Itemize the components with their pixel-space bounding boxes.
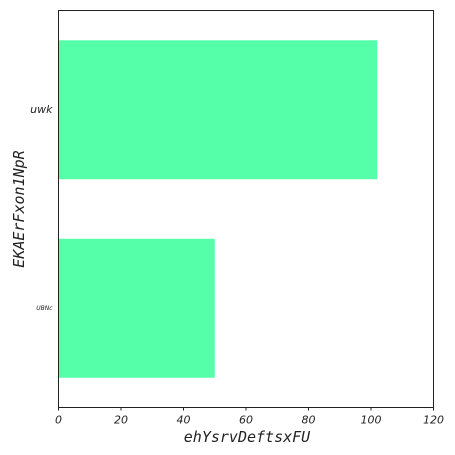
- y-axis-category-labels: uwk UBNc: [30, 103, 53, 312]
- x-tick-label-40: 40: [177, 414, 191, 427]
- x-tick-label-120: 120: [423, 414, 444, 427]
- x-tick-label-20: 20: [114, 414, 128, 427]
- x-tick-label-80: 80: [302, 414, 316, 427]
- x-tick-label-100: 100: [361, 414, 382, 427]
- y-tick-label-UBNc: UBNc: [36, 305, 53, 312]
- y-axis-title: EKAErFxon1NpR: [10, 150, 28, 267]
- x-tick-label-60: 60: [239, 414, 253, 427]
- bar-UBNc: [58, 238, 215, 378]
- bar-uwk: [58, 40, 378, 180]
- x-axis-title: ehYsrvDeftsxFU: [184, 428, 311, 446]
- y-tick-label-uwk: uwk: [30, 103, 53, 116]
- x-axis-ticks: 0 20 40 60 80 100 120: [55, 407, 444, 427]
- bars-group: [58, 40, 378, 378]
- x-tick-label-0: 0: [55, 414, 62, 427]
